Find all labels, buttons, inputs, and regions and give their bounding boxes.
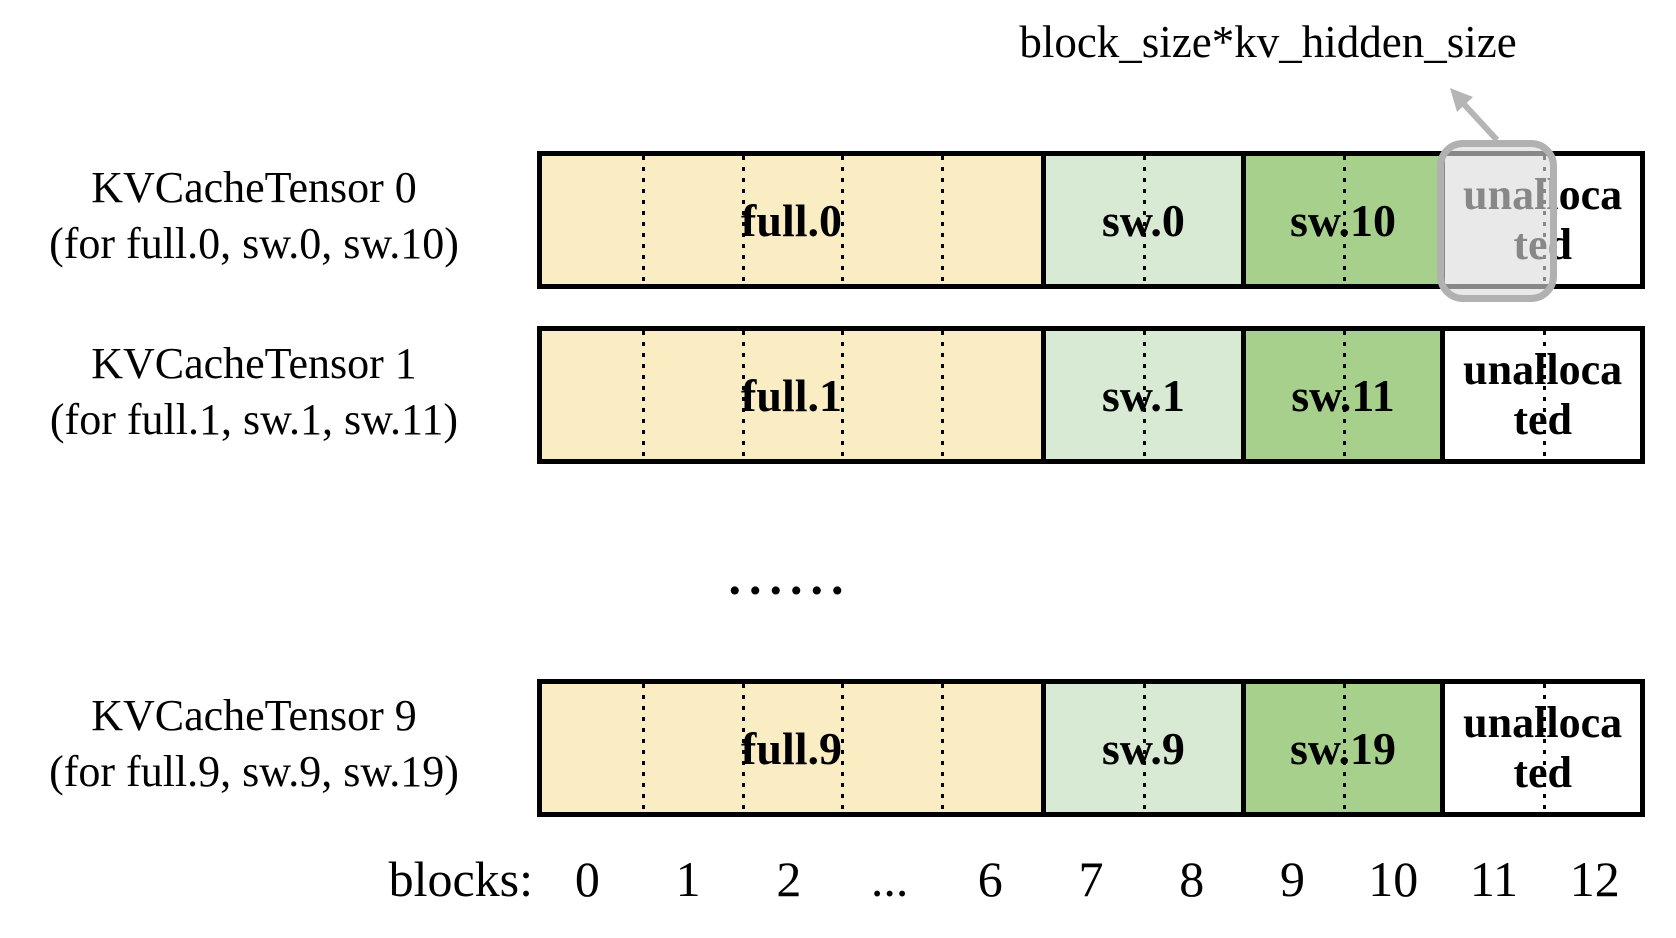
block-cell [1343, 331, 1441, 459]
tensor9-subtitle: (for full.9, sw.9, sw.19) [49, 747, 459, 796]
tensor0-subtitle: (for full.0, sw.0, sw.10) [49, 219, 459, 268]
block-cell [1143, 156, 1241, 284]
tensor0-sw-section: sw.0 [1041, 156, 1241, 284]
block-cell [1542, 331, 1640, 459]
block-cell [1542, 156, 1640, 284]
block-cell [841, 331, 942, 459]
tensor0-label: KVCacheTensor 0 (for full.0, sw.0, sw.10… [8, 160, 500, 272]
tensor1-unallocated-section: unalloca ted [1440, 331, 1640, 459]
tensor9-full-section: full.9 [542, 684, 1042, 812]
block-cell [741, 156, 842, 284]
block-tick: 8 [1179, 851, 1205, 907]
block-cell [1046, 331, 1143, 459]
block-cell [641, 156, 742, 284]
tensor9-sw-section: sw.9 [1041, 684, 1241, 812]
block-cell [1246, 684, 1343, 812]
block-cell [841, 684, 942, 812]
block-cell [1445, 684, 1542, 812]
block-cell [542, 684, 642, 812]
block-cell [941, 684, 1042, 812]
tensor1-bar: full.1 sw.1 sw.11 unalloca ted [537, 326, 1645, 464]
block-tick: ... [870, 851, 909, 907]
block-cell [741, 684, 842, 812]
rows-ellipsis: ...... [728, 549, 852, 605]
block-cell [542, 156, 642, 284]
block-size-annotation: block_size*kv_hidden_size [1019, 17, 1517, 67]
tensor1-sw11-section: sw.11 [1240, 331, 1441, 459]
tensor9-sw19-section: sw.19 [1240, 684, 1441, 812]
block-cell [641, 684, 742, 812]
block-tick: 12 [1569, 851, 1620, 907]
block-tick: 1 [675, 851, 701, 907]
tensor0-title: KVCacheTensor 0 [91, 163, 417, 212]
blocks-axis-label: blocks: [388, 851, 533, 907]
tensor1-title: KVCacheTensor 1 [91, 339, 417, 388]
block-cell [1143, 684, 1241, 812]
tensor9-title: KVCacheTensor 9 [91, 691, 417, 740]
block-cell [1542, 684, 1640, 812]
block-tick: 11 [1469, 851, 1519, 907]
block-cell [641, 331, 742, 459]
block-cell [941, 331, 1042, 459]
tensor1-sw-section: sw.1 [1041, 331, 1241, 459]
block-cell [1445, 331, 1542, 459]
annotation-arrow-icon [1450, 88, 1500, 143]
blocks-axis-ticks: 0 1 2 ... 6 7 8 9 10 11 12 [537, 850, 1645, 908]
block-tick: 7 [1078, 851, 1104, 907]
block-cell [542, 331, 642, 459]
block-tick: 0 [574, 851, 600, 907]
tensor1-subtitle: (for full.1, sw.1, sw.11) [49, 395, 459, 444]
tensor9-unallocated-section: unalloca ted [1440, 684, 1640, 812]
highlighted-block-outline [1437, 140, 1557, 302]
block-cell [1343, 684, 1441, 812]
block-tick: 9 [1280, 851, 1305, 907]
block-cell [1046, 684, 1143, 812]
block-cell [1143, 331, 1241, 459]
block-cell [941, 156, 1042, 284]
tensor1-label: KVCacheTensor 1 (for full.1, sw.1, sw.11… [8, 336, 500, 448]
block-cell [1246, 331, 1343, 459]
block-cell [841, 156, 942, 284]
tensor0-sw10-section: sw.10 [1240, 156, 1441, 284]
block-cell [1343, 156, 1441, 284]
tensor1-full-section: full.1 [542, 331, 1042, 459]
tensor9-bar: full.9 sw.9 sw.19 unalloca ted [537, 679, 1645, 817]
block-cell [1246, 156, 1343, 284]
block-tick: 10 [1368, 851, 1419, 907]
block-tick: 6 [977, 851, 1003, 907]
block-cell [741, 331, 842, 459]
block-cell [1046, 156, 1143, 284]
tensor9-label: KVCacheTensor 9 (for full.9, sw.9, sw.19… [8, 688, 500, 800]
tensor0-full-section: full.0 [542, 156, 1042, 284]
block-tick: 2 [776, 851, 802, 907]
